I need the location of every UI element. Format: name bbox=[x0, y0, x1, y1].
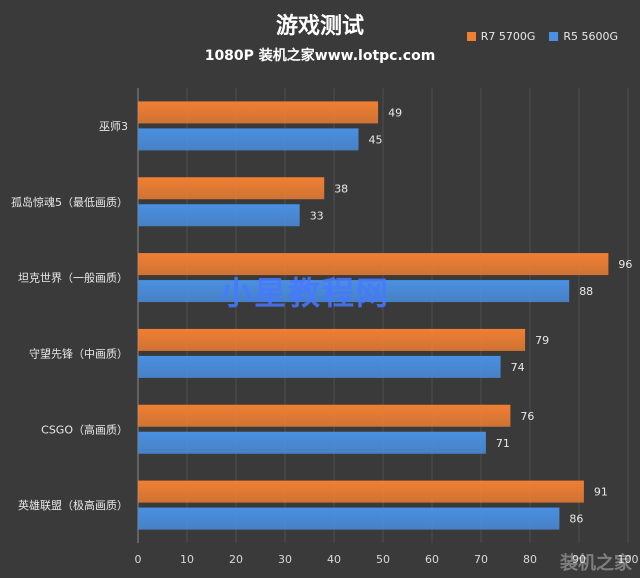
data-label: 96 bbox=[618, 258, 632, 271]
x-tick-label: 70 bbox=[474, 553, 488, 566]
category-label: CSGO（高画质） bbox=[41, 422, 128, 436]
legend-swatch-r5 bbox=[549, 32, 559, 41]
data-label: 86 bbox=[569, 513, 583, 526]
bar bbox=[138, 328, 526, 351]
data-label: 71 bbox=[496, 437, 510, 450]
bar bbox=[138, 431, 486, 454]
data-label: 38 bbox=[334, 182, 348, 195]
data-label: 91 bbox=[594, 486, 608, 499]
category-label: 孤岛惊魂5（最低画质） bbox=[11, 195, 128, 209]
category-label: 守望先锋（中画质） bbox=[29, 346, 128, 360]
bar bbox=[138, 404, 511, 427]
bar bbox=[138, 280, 570, 303]
legend-label-r5: R5 5600G bbox=[563, 30, 618, 43]
bar bbox=[138, 177, 325, 200]
bar bbox=[138, 128, 359, 151]
data-label: 79 bbox=[535, 334, 549, 347]
x-tick-label: 40 bbox=[327, 553, 341, 566]
x-tick-label: 50 bbox=[376, 553, 390, 566]
category-label: 巫师3 bbox=[99, 120, 128, 133]
category-label: 坦克世界（一般画质） bbox=[18, 271, 128, 285]
legend: R7 5700G R5 5600G bbox=[466, 30, 618, 43]
x-tick-label: 60 bbox=[425, 553, 439, 566]
x-tick-label: 80 bbox=[523, 553, 537, 566]
chart-subtitle: 1080P 装机之家www.lotpc.com bbox=[204, 48, 436, 64]
corner-watermark: 装机之家 bbox=[560, 553, 632, 574]
legend-swatch-r7 bbox=[466, 32, 476, 41]
bar bbox=[138, 480, 584, 503]
data-label: 33 bbox=[310, 209, 324, 222]
watermark-text: 小星教程网 bbox=[220, 274, 391, 312]
data-label: 49 bbox=[388, 106, 402, 119]
x-tick-label: 20 bbox=[229, 553, 243, 566]
x-tick-label: 90 bbox=[572, 553, 586, 566]
bar bbox=[138, 253, 609, 276]
legend-item-r5: R5 5600G bbox=[549, 30, 618, 43]
legend-item-r7: R7 5700G bbox=[466, 30, 536, 43]
bar bbox=[138, 101, 379, 124]
data-label: 88 bbox=[579, 285, 593, 298]
data-label: 74 bbox=[511, 361, 525, 374]
bar bbox=[138, 355, 501, 378]
data-label: 76 bbox=[520, 410, 534, 423]
x-tick-label: 0 bbox=[135, 553, 142, 566]
bar bbox=[138, 507, 560, 530]
x-tick-label: 30 bbox=[278, 553, 292, 566]
bar bbox=[138, 204, 300, 227]
category-label: 英雄联盟（极高画质） bbox=[18, 498, 128, 512]
x-tick-label: 100 bbox=[618, 553, 639, 566]
chart-title: 游戏测试 bbox=[275, 14, 364, 39]
x-tick-label: 10 bbox=[180, 553, 194, 566]
data-label: 45 bbox=[369, 133, 383, 146]
legend-label-r7: R7 5700G bbox=[480, 30, 536, 43]
